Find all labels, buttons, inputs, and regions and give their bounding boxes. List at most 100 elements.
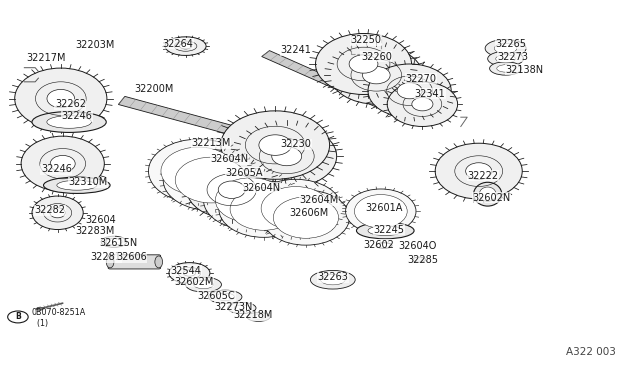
Text: A322 003: A322 003 <box>566 347 616 357</box>
Ellipse shape <box>310 270 355 289</box>
Ellipse shape <box>387 82 458 126</box>
Text: 32200M: 32200M <box>134 84 173 94</box>
Text: 32273N: 32273N <box>214 302 253 312</box>
Ellipse shape <box>161 147 236 195</box>
Ellipse shape <box>148 139 248 203</box>
Text: 32602M: 32602M <box>174 277 214 287</box>
Ellipse shape <box>356 222 414 239</box>
Ellipse shape <box>47 89 75 108</box>
Ellipse shape <box>204 170 298 230</box>
Text: 32605A: 32605A <box>226 168 263 178</box>
Ellipse shape <box>253 315 264 319</box>
Ellipse shape <box>490 62 522 75</box>
Text: 32615N: 32615N <box>99 238 138 247</box>
Text: 32245: 32245 <box>374 225 404 235</box>
Ellipse shape <box>163 150 259 211</box>
Text: 32604O: 32604O <box>398 241 436 251</box>
FancyBboxPatch shape <box>108 255 161 269</box>
Ellipse shape <box>230 188 298 230</box>
Ellipse shape <box>106 256 114 268</box>
Ellipse shape <box>474 182 502 206</box>
Ellipse shape <box>50 208 65 218</box>
Text: 32604N: 32604N <box>210 154 248 164</box>
Ellipse shape <box>259 135 292 155</box>
Text: 32283M: 32283M <box>75 227 115 236</box>
Ellipse shape <box>321 275 345 285</box>
Text: 32605C: 32605C <box>198 291 235 301</box>
Ellipse shape <box>355 195 407 228</box>
Ellipse shape <box>494 44 517 53</box>
Ellipse shape <box>106 238 122 245</box>
Polygon shape <box>262 51 413 120</box>
Ellipse shape <box>32 196 83 230</box>
Text: 32213M: 32213M <box>191 138 231 148</box>
Ellipse shape <box>218 181 245 198</box>
Text: 32273: 32273 <box>498 52 529 61</box>
Ellipse shape <box>237 125 337 188</box>
Ellipse shape <box>272 147 301 166</box>
Ellipse shape <box>346 189 416 234</box>
Text: 32263: 32263 <box>317 272 348 282</box>
Text: 32602: 32602 <box>364 240 394 250</box>
Ellipse shape <box>497 65 515 72</box>
Ellipse shape <box>262 190 349 245</box>
Ellipse shape <box>179 43 192 49</box>
Polygon shape <box>118 96 310 155</box>
Ellipse shape <box>101 236 127 247</box>
Ellipse shape <box>349 55 378 73</box>
Text: 32246: 32246 <box>41 164 72 174</box>
Ellipse shape <box>15 68 107 129</box>
Text: 32241: 32241 <box>280 45 311 55</box>
Text: 32138N: 32138N <box>506 65 544 75</box>
Text: 32260: 32260 <box>361 52 392 61</box>
Ellipse shape <box>330 46 422 104</box>
Ellipse shape <box>485 39 526 57</box>
Ellipse shape <box>186 277 221 292</box>
Text: 32270: 32270 <box>406 74 436 84</box>
Text: 32604: 32604 <box>86 215 116 225</box>
Text: 32544: 32544 <box>170 266 201 276</box>
Text: 32218M: 32218M <box>233 311 273 320</box>
Ellipse shape <box>175 157 247 203</box>
Text: 32606M: 32606M <box>289 208 328 218</box>
Ellipse shape <box>250 179 342 237</box>
Ellipse shape <box>194 280 213 289</box>
Ellipse shape <box>36 307 43 310</box>
Ellipse shape <box>44 177 110 193</box>
Ellipse shape <box>219 181 308 237</box>
Ellipse shape <box>215 178 287 222</box>
Ellipse shape <box>368 64 451 118</box>
Ellipse shape <box>479 187 496 201</box>
Ellipse shape <box>368 226 403 235</box>
Ellipse shape <box>247 312 270 321</box>
Text: 32250: 32250 <box>351 35 381 45</box>
Ellipse shape <box>47 116 92 128</box>
Ellipse shape <box>57 180 97 190</box>
Text: 32604M: 32604M <box>299 195 339 205</box>
Text: 32264: 32264 <box>163 39 193 49</box>
Text: 32222: 32222 <box>468 171 499 180</box>
Ellipse shape <box>187 161 276 219</box>
Ellipse shape <box>183 270 196 276</box>
Text: 32265: 32265 <box>495 39 526 49</box>
Ellipse shape <box>261 187 330 230</box>
Ellipse shape <box>496 55 515 63</box>
Ellipse shape <box>221 111 330 179</box>
Ellipse shape <box>21 136 104 191</box>
Ellipse shape <box>216 293 234 301</box>
Ellipse shape <box>169 263 210 283</box>
Text: 32203M: 32203M <box>75 40 115 49</box>
Ellipse shape <box>397 83 422 99</box>
Text: 32602N: 32602N <box>472 193 511 203</box>
Ellipse shape <box>316 33 412 94</box>
Text: 32601A: 32601A <box>365 203 403 212</box>
Ellipse shape <box>466 163 492 179</box>
Text: 32246: 32246 <box>61 111 92 121</box>
Ellipse shape <box>50 155 76 172</box>
Text: 32606: 32606 <box>116 253 147 262</box>
Text: 32281: 32281 <box>90 253 121 262</box>
Text: 32285: 32285 <box>407 255 438 264</box>
Ellipse shape <box>488 51 524 66</box>
Ellipse shape <box>155 256 163 268</box>
Ellipse shape <box>412 97 433 111</box>
